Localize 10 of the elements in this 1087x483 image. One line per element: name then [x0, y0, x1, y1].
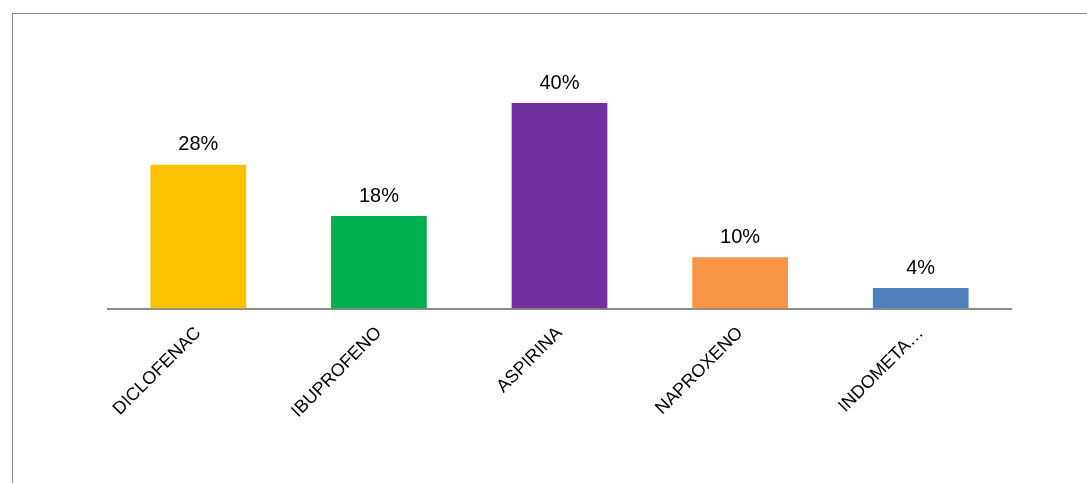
data-label: 40%	[539, 70, 580, 93]
bar	[692, 257, 788, 309]
bar	[872, 288, 969, 309]
data-label: 18%	[358, 183, 400, 206]
bar	[150, 164, 247, 309]
bar	[511, 103, 608, 309]
bar	[331, 216, 427, 309]
data-label: 28%	[178, 132, 219, 155]
data-label: 4%	[906, 255, 936, 278]
data-label: 10%	[720, 224, 761, 247]
